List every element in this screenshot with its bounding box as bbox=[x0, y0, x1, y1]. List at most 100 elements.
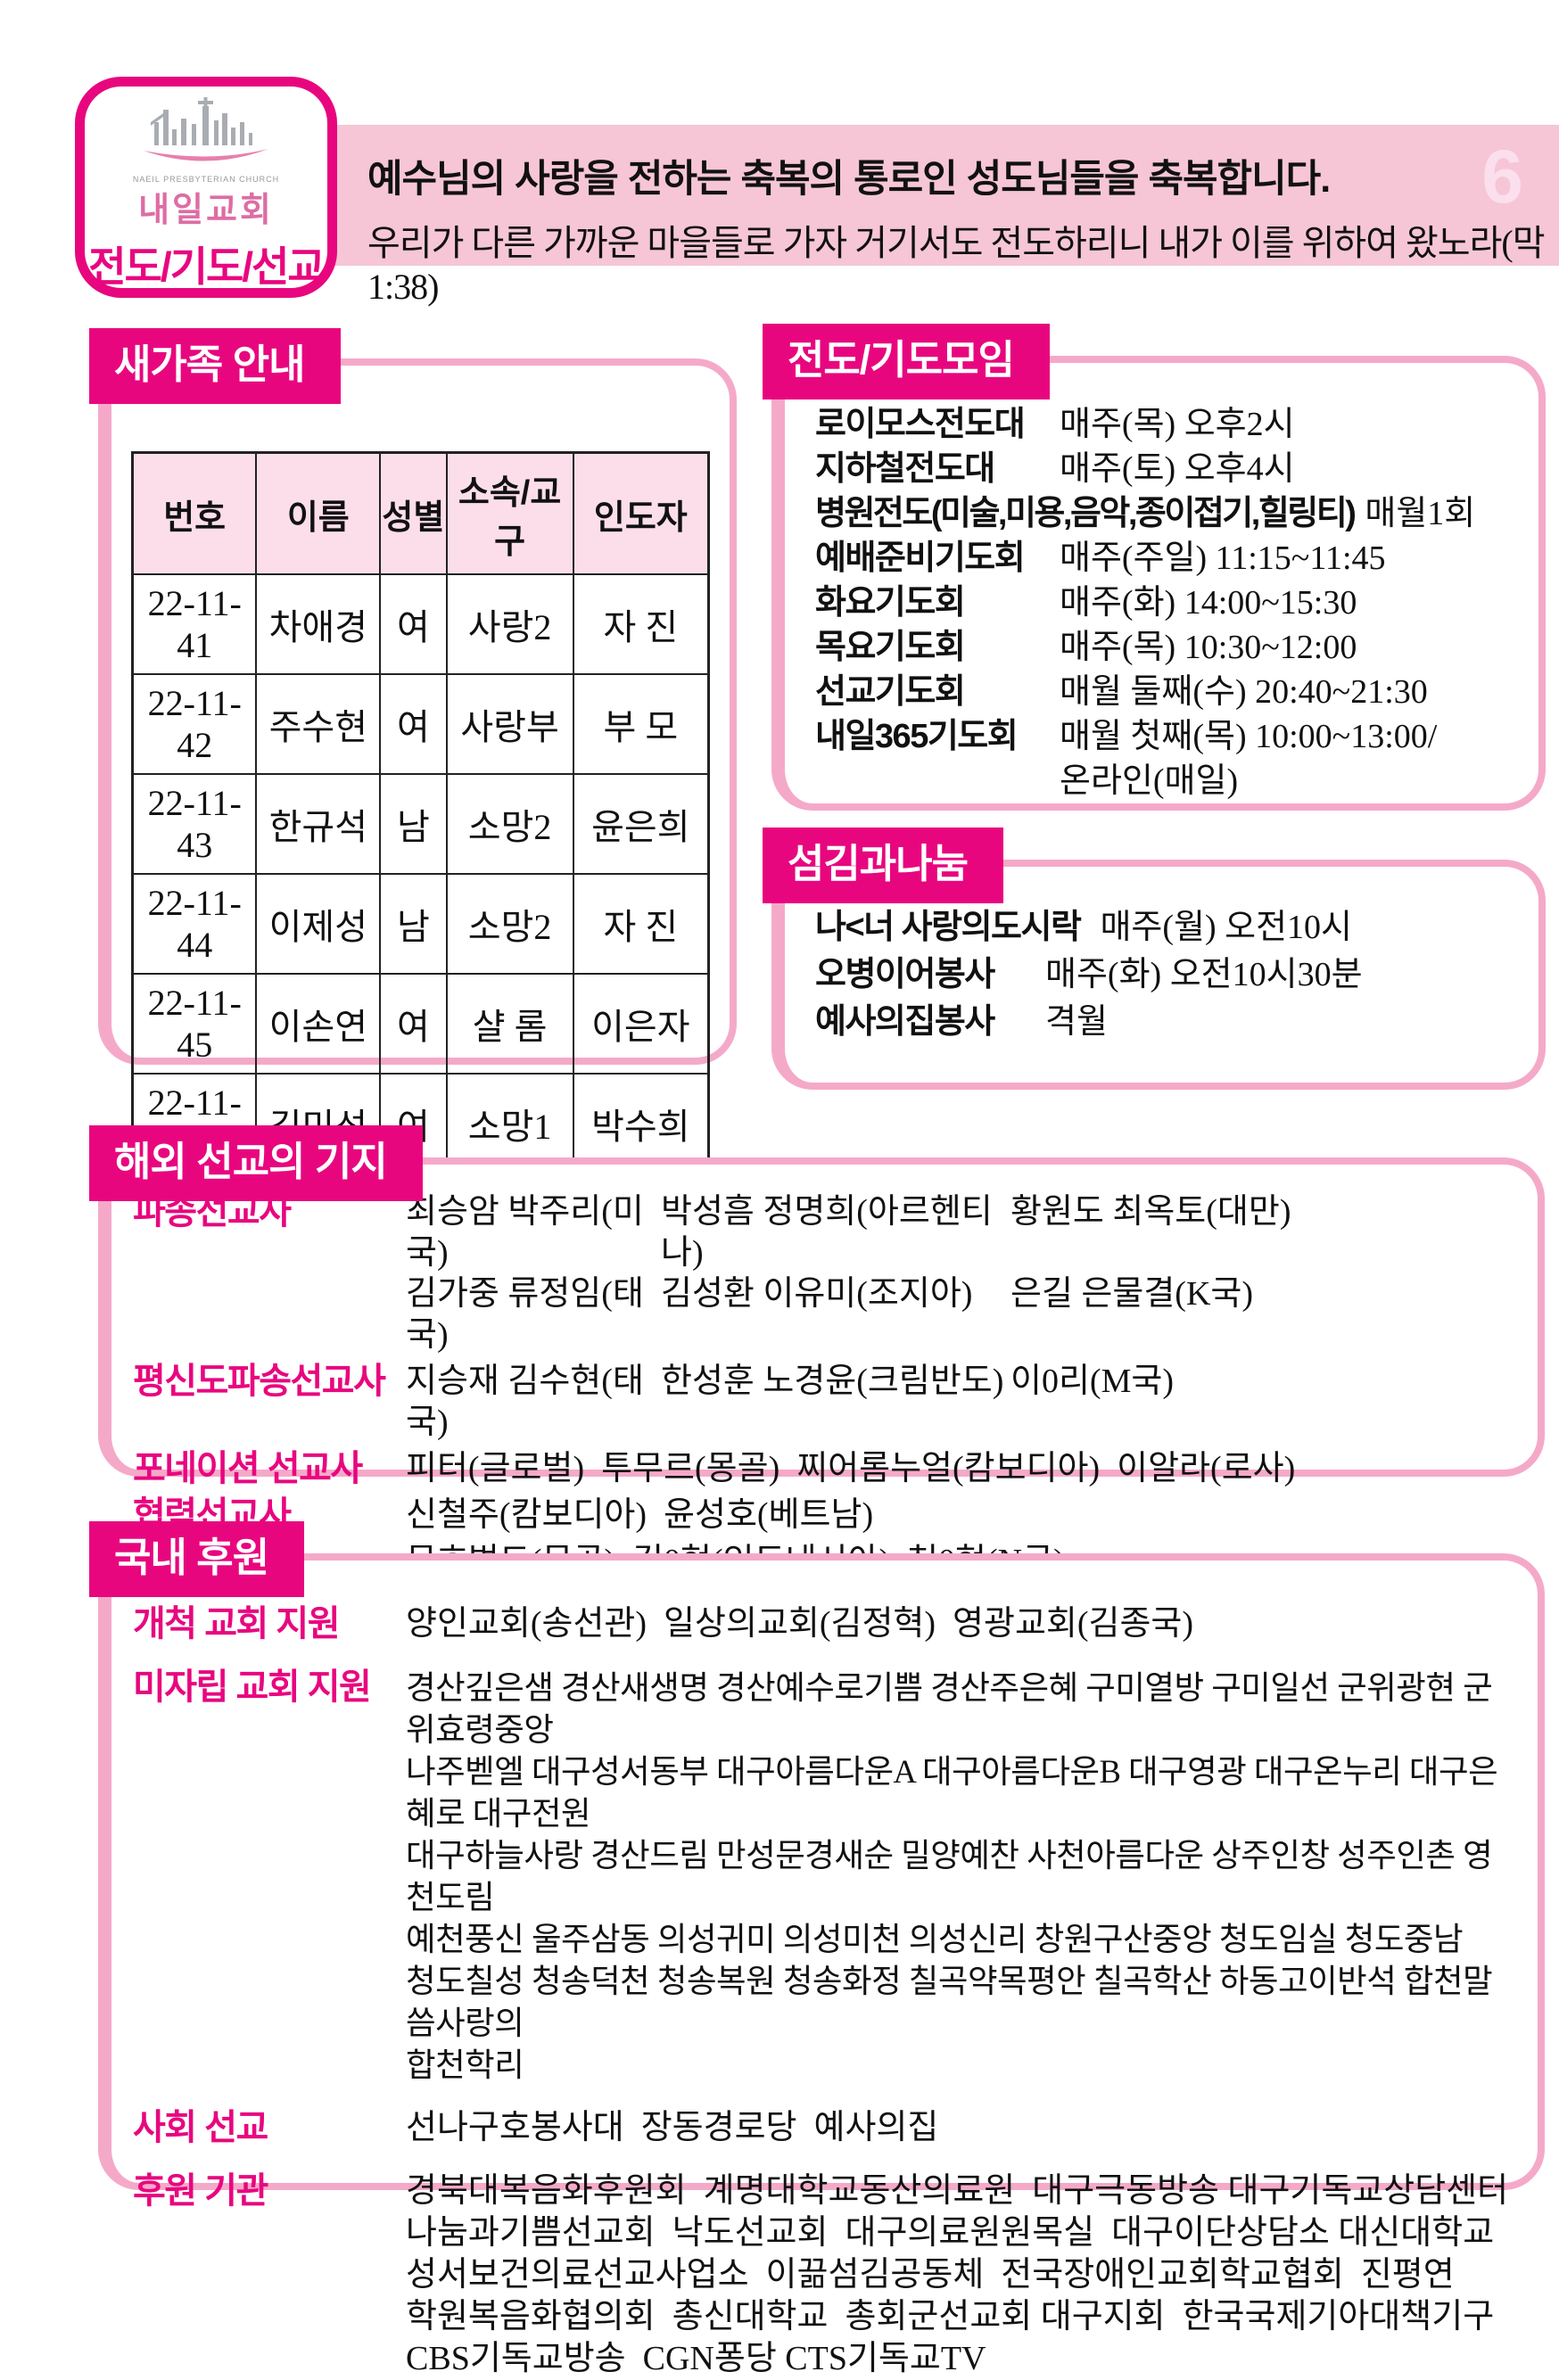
cell-group: 사랑부 bbox=[445, 673, 574, 775]
schedule-item: 화요기도회 매주(화) 14:00~15:30 bbox=[815, 581, 1524, 625]
meeting-time: 매월 둘째(수) 20:40~21:30 bbox=[1060, 673, 1428, 711]
meeting-time-continued: 온라인(매일) bbox=[1060, 762, 1239, 800]
serving-time: 격월 bbox=[1045, 1003, 1108, 1041]
cell-number: 22-11-42 bbox=[131, 673, 258, 775]
domestic-box: 개척 교회 지원 양인교회(송선관) 일상의교회(김정혁) 영광교회(김종국) … bbox=[98, 1553, 1545, 2377]
missionary-entry: 김가중 류정임(태국) bbox=[406, 1275, 644, 1354]
missionary-category: 포네이션 선교사 bbox=[133, 1449, 363, 1488]
page-number: 6 bbox=[1481, 135, 1523, 218]
meeting-name: 선교기도회 bbox=[815, 673, 966, 711]
cell-group: 사랑2 bbox=[445, 573, 574, 675]
serving-box: 나<너 사랑의도시락 매주(월) 오전10시 오병이어봉사 매주(화) 오전10시3… bbox=[771, 860, 1546, 1090]
domestic-title: 국내 후원 bbox=[89, 1521, 305, 1597]
church-skyline-icon bbox=[144, 97, 268, 161]
missionary-category: 파송선교사 bbox=[133, 1192, 292, 1231]
cell-name: 한규석 bbox=[255, 773, 382, 875]
meeting-time: 매월 첫째(목) 10:00~13:00/ bbox=[1060, 718, 1438, 755]
cell-name: 주수현 bbox=[255, 673, 382, 775]
support-line: 청도칠성 청송덕천 청송복원 청송화정 칠곡약목평안 칠곡학산 하동고이반석 합… bbox=[406, 1963, 1493, 2041]
cell-guide: 자 진 bbox=[572, 873, 710, 975]
col-header-group: 소속/교구 bbox=[445, 451, 574, 575]
meeting-name: 예배준비기도회 bbox=[815, 539, 1026, 577]
col-header-number: 번호 bbox=[131, 451, 258, 575]
meeting-name: 목요기도회 bbox=[815, 629, 966, 666]
support-category: 사회 선교 bbox=[133, 2108, 268, 2147]
support-line: 예천풍신 울주삼동 의성귀미 의성미천 의성신리 창원구산중앙 청도임실 청도중… bbox=[406, 1921, 1464, 1957]
missionary-entry: 한성훈 노경윤(크림반도) bbox=[661, 1363, 1004, 1400]
col-header-guide: 인도자 bbox=[572, 451, 710, 575]
support-line: 학원복음화협의회 총신대학교 총회군선교회 대구지회 한국국제기아대책기구 bbox=[406, 2298, 1495, 2335]
support-row: 미자립 교회 지원 경산깊은샘 경산새생명 경산예수로기쁨 경산주은혜 구미열방… bbox=[133, 1667, 1516, 2086]
cell-guide: 자 진 bbox=[572, 573, 710, 675]
meeting-name: 병원전도(미술,미용,음악,종이접기,힐링티) bbox=[815, 495, 1357, 532]
cell-group: 소망2 bbox=[445, 873, 574, 975]
banner-verse-text: 우리가 다른 가까운 마을들로 가자 거기서도 전도하리니 내가 이를 위하여 … bbox=[367, 223, 1546, 307]
missionary-entry: 이0리(M국) bbox=[1010, 1363, 1174, 1400]
missionary-line: 최승암 박주리(미국) 박성흠 정명희(아르헨티나) 황원도 최옥토(대만) bbox=[406, 1191, 1516, 1273]
cell-group: 샬 롬 bbox=[445, 973, 574, 1075]
cell-gender: 여 bbox=[379, 673, 448, 775]
banner-blessing-text: 예수님의 사랑을 전하는 축복의 통로인 성도님들을 축복합니다. bbox=[367, 158, 1331, 201]
meeting-name: 내일365기도회 bbox=[815, 718, 1019, 755]
col-header-gender: 성별 bbox=[379, 451, 448, 575]
schedule-item: 내일365기도회 매월 첫째(목) 10:00~13:00/ bbox=[815, 714, 1524, 759]
schedule-item: 예배준비기도회 매주(주일) 11:15~11:45 bbox=[815, 536, 1524, 581]
missionary-row: 포네이션 선교사 피터(글로벌) 투무르(몽골) 찌어롬누얼(캄보디아) 이알라… bbox=[133, 1448, 1516, 1489]
schedule-item: 지하철전도대 매주(토) 오후4시 bbox=[815, 447, 1524, 491]
missionary-line: 김가중 류정임(태국) 김성환 이유미(조지아) 은길 은물결(K국) bbox=[406, 1273, 1516, 1355]
missionary-entry: 김성환 이유미(조지아) bbox=[661, 1275, 973, 1313]
evangelism-title: 전도/기도모임 bbox=[763, 324, 1050, 399]
table-row: 22-11-42 주수현 여 사랑부 부 모 bbox=[131, 673, 710, 775]
missionary-row: 파송선교사 최승암 박주리(미국) 박성흠 정명희(아르헨티나) 황원도 최옥토… bbox=[133, 1191, 1516, 1355]
table-header-row: 번호 이름 성별 소속/교구 인도자 bbox=[131, 451, 710, 575]
cell-group: 소망2 bbox=[445, 773, 574, 875]
cell-gender: 남 bbox=[379, 773, 448, 875]
serving-time: 매주(월) 오전10시 bbox=[1100, 909, 1353, 946]
support-line: 합천학리 bbox=[406, 2046, 524, 2083]
evangelism-section: 전도/기도모임 로이모스전도대 매주(목) 오후2시 지하철전도대 매주(토) 오후… bbox=[763, 324, 1546, 811]
cell-number: 22-11-44 bbox=[131, 873, 258, 975]
missionary-entry: 황원도 최옥토(대만) bbox=[1010, 1193, 1291, 1231]
support-line: 경산깊은샘 경산새생명 경산예수로기쁨 경산주은혜 구미열방 구미일선 군위광현… bbox=[406, 1669, 1493, 1748]
cell-number: 22-11-43 bbox=[131, 773, 258, 875]
meeting-time: 매주(주일) 11:15~11:45 bbox=[1060, 539, 1386, 577]
meeting-time: 매주(토) 오후4시 bbox=[1060, 450, 1295, 488]
meeting-time: 매주(목) 오후2시 bbox=[1060, 406, 1295, 443]
logo-caption: NAEIL PRESBYTERIAN CHURCH bbox=[132, 175, 280, 184]
meeting-name: 로이모스전도대 bbox=[815, 406, 1026, 443]
cell-number: 22-11-45 bbox=[131, 973, 258, 1075]
support-line: 양인교회(송선관) 일상의교회(김정혁) 영광교회(김종국) bbox=[406, 1605, 1194, 1643]
schedule-item: 나<너 사랑의도시락 매주(월) 오전10시 bbox=[815, 904, 1524, 951]
support-line: 나주벧엘 대구성서동부 대구아름다운A 대구아름다운B 대구영광 대구온누리 대… bbox=[406, 1753, 1498, 1832]
logo-section-title: 전도/기도/선교 bbox=[88, 243, 325, 290]
newcomers-section: 새가족 안내 번호 이름 성별 소속/교구 인도자 22-11-41 차애경 여 사랑… bbox=[89, 328, 746, 1443]
missionary-line: 피터(글로벌) 투무르(몽골) 찌어롬누얼(캄보디아) 이알라(로사) bbox=[406, 1450, 1296, 1487]
table-row: 22-11-44 이제성 남 소망2 자 진 bbox=[131, 873, 710, 975]
missionary-line: 지승재 김수현(태국) 한성훈 노경윤(크림반도) 이0리(M국) bbox=[406, 1361, 1516, 1443]
serving-title: 섬김과나눔 bbox=[763, 828, 1004, 903]
cell-name: 이제성 bbox=[255, 873, 382, 975]
missionary-entry: 박성흠 정명희(아르헨티나) bbox=[661, 1193, 993, 1272]
meeting-time: 매주(화) 14:00~15:30 bbox=[1060, 584, 1357, 622]
cell-name: 차애경 bbox=[255, 573, 382, 675]
support-category: 개척 교회 지원 bbox=[133, 1604, 341, 1643]
cell-name: 이손연 bbox=[255, 973, 382, 1075]
serving-name: 예사의집봉사 bbox=[815, 1003, 995, 1041]
cell-guide: 부 모 bbox=[572, 673, 710, 775]
missionary-entry: 최승암 박주리(미국) bbox=[406, 1193, 644, 1272]
missionary-category: 평신도파송선교사 bbox=[133, 1362, 386, 1401]
col-header-name: 이름 bbox=[255, 451, 382, 575]
serving-time: 매주(화) 오전10시30분 bbox=[1045, 956, 1363, 993]
header-banner: 예수님의 사랑을 전하는 축복의 통로인 성도님들을 축복합니다. 우리가 다른… bbox=[319, 125, 1559, 307]
schedule-item: 병원전도(미술,미용,음악,종이접기,힐링티) 매월1회 bbox=[815, 491, 1524, 536]
support-line: 나눔과기쁨선교회 낙도선교회 대구의료원원목실 대구이단상담소 대신대학교 bbox=[406, 2214, 1495, 2252]
table-row: 22-11-45 이손연 여 샬 롬 이은자 bbox=[131, 973, 710, 1075]
serving-section: 섬김과나눔 나<너 사랑의도시락 매주(월) 오전10시 오병이어봉사 매주(화) … bbox=[763, 828, 1546, 1091]
missionary-row: 평신도파송선교사 지승재 김수현(태국) 한성훈 노경윤(크림반도) 이0리(M… bbox=[133, 1361, 1516, 1443]
schedule-item: 예사의집봉사 격월 bbox=[815, 999, 1524, 1046]
missionary-entry: 은길 은물결(K국) bbox=[1010, 1275, 1254, 1313]
missionary-entry: 지승재 김수현(태국) bbox=[406, 1363, 644, 1441]
meeting-time: 매주(목) 10:30~12:00 bbox=[1060, 629, 1357, 666]
evangelism-box: 로이모스전도대 매주(목) 오후2시 지하철전도대 매주(토) 오후4시 병원전도(… bbox=[771, 356, 1546, 811]
table-row: 22-11-43 한규석 남 소망2 윤은희 bbox=[131, 773, 710, 875]
